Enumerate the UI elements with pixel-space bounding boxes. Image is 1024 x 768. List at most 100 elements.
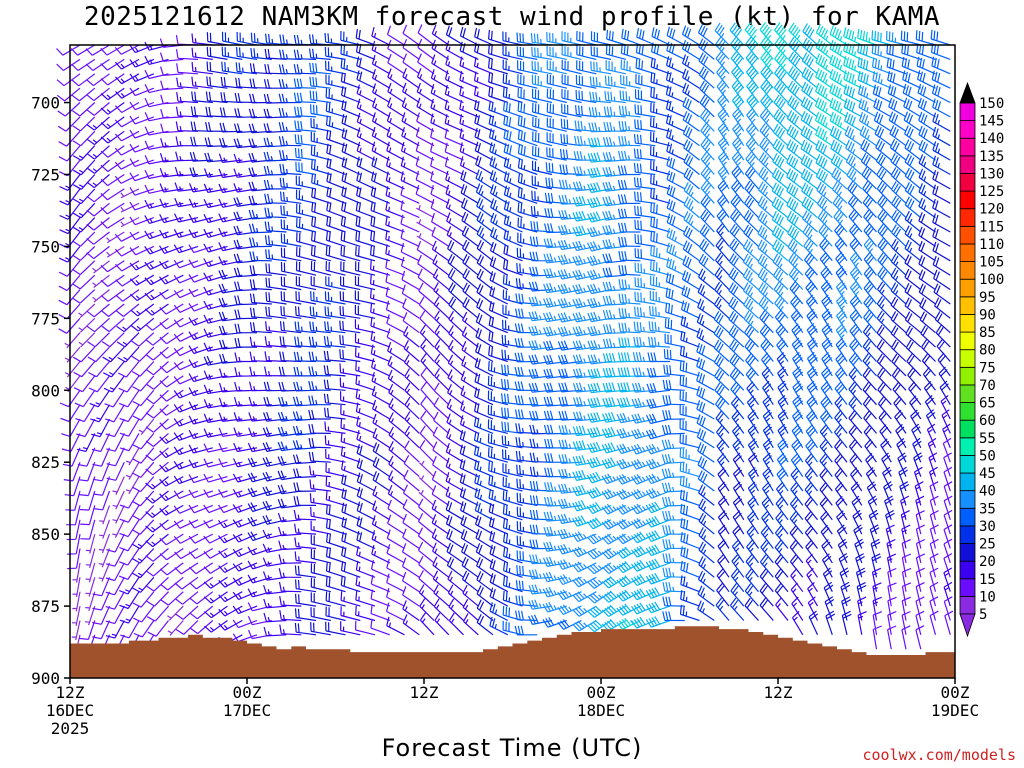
wind-barb	[144, 274, 169, 286]
wind-barb	[119, 490, 140, 509]
wind-barb	[355, 216, 376, 233]
wind-barb	[661, 453, 685, 464]
wind-barb	[188, 533, 214, 544]
colorbar-swatch	[959, 419, 976, 439]
wind-barb	[901, 524, 911, 549]
wind-barb	[825, 610, 836, 635]
wind-barb	[697, 442, 715, 463]
wind-barb	[650, 160, 671, 176]
wind-barb	[757, 210, 774, 233]
wind-barb	[217, 489, 243, 498]
wind-barb	[474, 459, 494, 478]
wind-barb	[309, 90, 331, 104]
y-tick-label: 825	[31, 453, 60, 472]
wind-barb	[742, 253, 759, 276]
wind-barb	[662, 553, 685, 564]
wind-barb	[487, 375, 508, 391]
wind-barb	[99, 519, 111, 539]
wind-barb	[64, 476, 81, 497]
wind-barb	[774, 525, 789, 549]
wind-barb	[786, 182, 804, 204]
wind-barb	[188, 401, 213, 411]
wind-barb	[309, 479, 331, 492]
terrain-layer	[70, 626, 955, 678]
wind-barb	[620, 59, 641, 75]
wind-barb	[818, 223, 833, 247]
wind-barb	[605, 60, 626, 75]
wind-barb	[546, 132, 567, 147]
wind-barb	[418, 282, 435, 305]
wind-barb	[831, 167, 848, 190]
wind-barb	[774, 554, 789, 578]
wind-barb	[679, 419, 700, 434]
wind-barb	[557, 498, 582, 509]
wind-barb	[400, 185, 420, 204]
wind-barb	[280, 205, 302, 219]
wind-barb	[445, 514, 464, 535]
wind-barb	[86, 245, 110, 260]
wind-barb	[679, 360, 700, 377]
wind-barb	[891, 209, 907, 233]
wind-barb	[402, 38, 420, 60]
wind-barb	[531, 160, 553, 176]
wind-barb	[415, 170, 435, 190]
wind-barb	[528, 599, 553, 610]
wind-barb	[804, 482, 818, 506]
wind-barb	[71, 605, 81, 626]
wind-barb	[234, 352, 257, 363]
wind-barb	[631, 488, 656, 500]
wind-barb	[114, 173, 140, 184]
wind-barb	[557, 528, 582, 540]
wind-barb	[543, 382, 567, 393]
wind-barb	[476, 613, 494, 636]
wind-barb	[129, 87, 155, 97]
wind-barb	[729, 353, 745, 377]
wind-barb	[145, 418, 169, 433]
wind-barb	[603, 106, 626, 118]
wind-barb	[372, 97, 391, 118]
wind-barb	[129, 115, 155, 125]
wind-barb	[572, 561, 597, 573]
wind-barb	[730, 583, 745, 607]
wind-barb	[863, 410, 877, 434]
wind-barb	[650, 275, 671, 291]
wind-barb	[574, 135, 597, 147]
wind-barb	[877, 238, 892, 262]
wind-barb	[895, 423, 907, 449]
wind-barb	[112, 476, 125, 496]
wind-barb	[86, 202, 110, 217]
wind-barb	[700, 151, 715, 175]
wind-barb	[807, 596, 819, 621]
wind-barb	[400, 171, 420, 190]
wind-barb	[372, 456, 391, 478]
wind-barb	[904, 196, 922, 219]
wind-barb	[341, 516, 361, 535]
wind-barb	[310, 534, 331, 550]
wind-barb	[728, 325, 745, 348]
wind-barb	[387, 514, 405, 535]
wind-barb	[650, 57, 671, 75]
wind-barb	[218, 269, 243, 280]
wind-barb	[743, 224, 759, 247]
wind-barb	[445, 486, 464, 506]
wind-barb	[806, 337, 819, 362]
wind-barb	[586, 471, 612, 484]
wind-barb	[529, 266, 553, 277]
wind-barb	[915, 596, 925, 621]
wind-barb	[934, 311, 951, 334]
wind-barb	[325, 576, 346, 593]
wind-barb	[476, 239, 494, 262]
wind-barb	[415, 156, 435, 176]
wind-barb	[145, 375, 169, 390]
wind-barb	[87, 332, 110, 348]
wind-barb	[78, 461, 96, 482]
wind-barb	[514, 323, 538, 334]
wind-barb	[696, 428, 715, 449]
wind-barb	[587, 182, 612, 194]
wind-barb	[875, 139, 892, 161]
wind-barb	[295, 161, 317, 176]
wind-barb	[645, 601, 671, 614]
wind-barb	[420, 396, 435, 420]
wind-barb	[854, 538, 864, 564]
wind-barb	[683, 139, 700, 161]
